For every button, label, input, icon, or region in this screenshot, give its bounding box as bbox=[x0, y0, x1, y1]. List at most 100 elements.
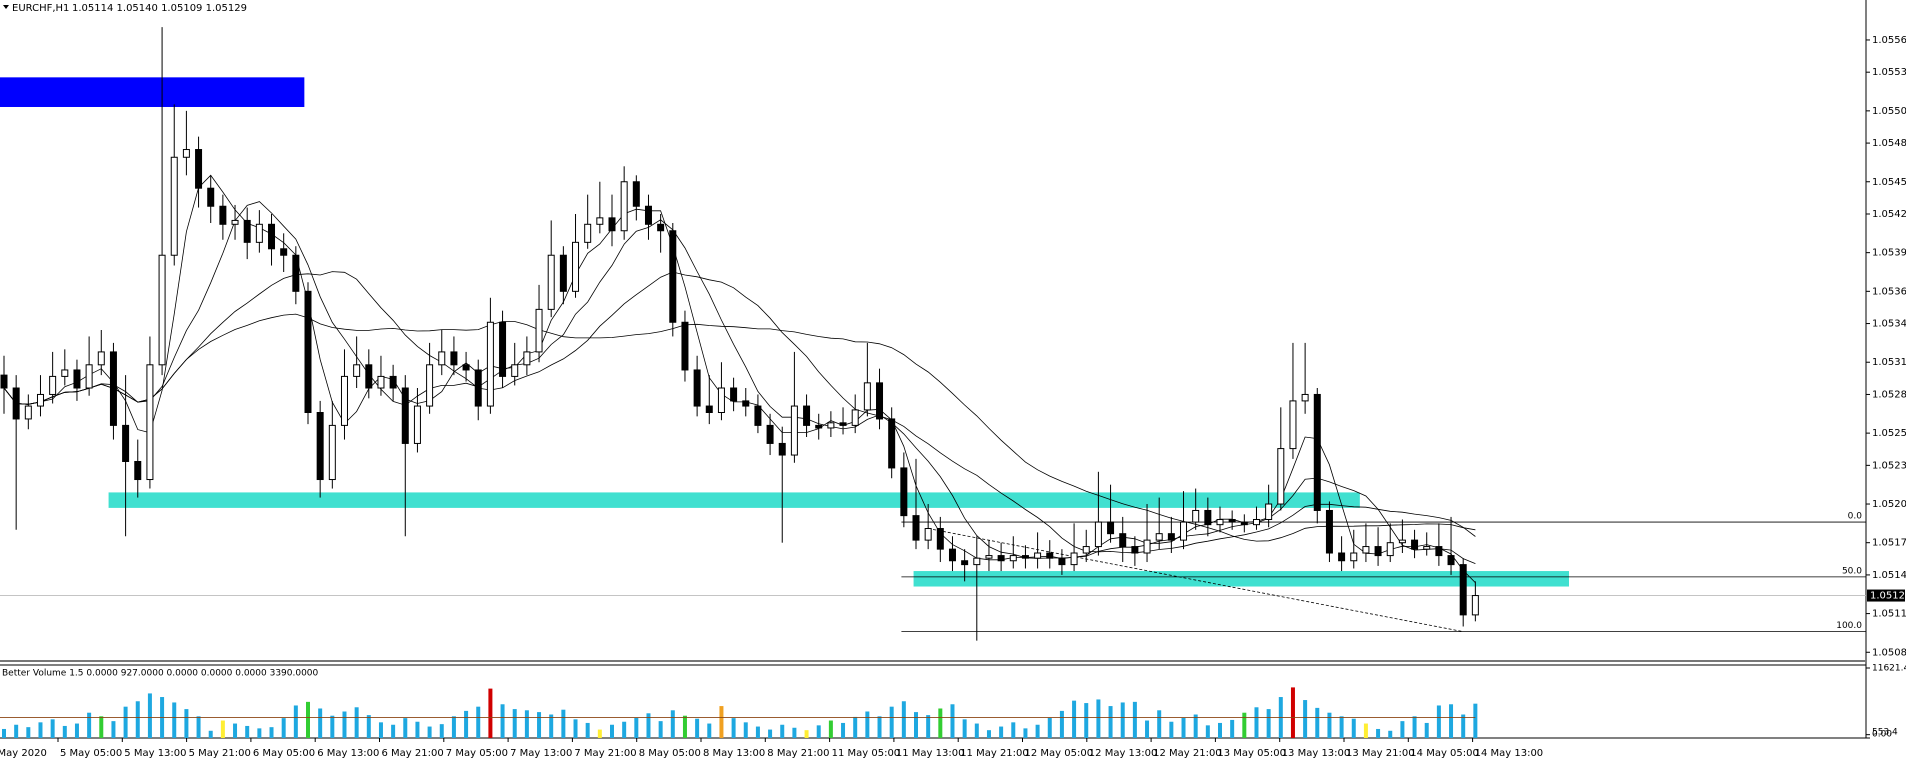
volume-bar bbox=[1072, 700, 1077, 738]
candle-body bbox=[1058, 557, 1066, 566]
candle-body bbox=[900, 467, 908, 517]
candle-body bbox=[973, 557, 981, 566]
candle-body bbox=[255, 223, 263, 243]
volume-bar bbox=[38, 722, 43, 738]
price-label: 1.05395 bbox=[1872, 248, 1906, 259]
collapse-arrow[interactable] bbox=[3, 5, 9, 9]
volume-bar bbox=[743, 722, 748, 738]
volume-bar bbox=[208, 730, 213, 738]
volume-bar bbox=[524, 710, 529, 738]
candle-body bbox=[523, 351, 531, 366]
volume-bar bbox=[488, 688, 493, 738]
volume-bar bbox=[220, 720, 225, 738]
candle-body bbox=[353, 364, 361, 377]
candle-body bbox=[450, 351, 458, 366]
candle-body bbox=[1277, 448, 1285, 505]
fib-label: 100.0 bbox=[1836, 621, 1862, 631]
candle-body bbox=[912, 515, 920, 541]
time-label: 7 May 21:00 bbox=[574, 748, 636, 759]
time-label: 6 May 21:00 bbox=[382, 748, 444, 759]
volume-bar bbox=[378, 722, 383, 738]
candle-body bbox=[1362, 546, 1370, 554]
candle-body bbox=[1265, 503, 1273, 520]
volume-bar bbox=[755, 726, 760, 738]
volume-bar bbox=[974, 723, 979, 738]
candle-body bbox=[158, 254, 166, 366]
candle-body bbox=[134, 460, 142, 481]
price-label: 1.05085 bbox=[1872, 647, 1906, 658]
candle-body bbox=[705, 405, 713, 413]
volume-bar bbox=[731, 718, 736, 738]
volume-bar bbox=[1035, 724, 1040, 738]
volume-bar bbox=[476, 706, 481, 738]
price-label: 1.05255 bbox=[1872, 428, 1906, 439]
price-label: 1.05340 bbox=[1872, 319, 1906, 330]
moving-average bbox=[3, 201, 1476, 564]
candle-body bbox=[693, 369, 701, 407]
candle-body bbox=[1459, 564, 1467, 616]
volume-bar bbox=[877, 716, 882, 738]
volume-bar bbox=[451, 716, 456, 738]
volume-bar bbox=[658, 721, 663, 738]
volume-bar bbox=[537, 712, 542, 738]
volume-bar bbox=[1230, 719, 1235, 738]
candle-body bbox=[1289, 400, 1297, 450]
candle-body bbox=[85, 364, 93, 389]
volume-bar bbox=[695, 718, 700, 738]
candle-body bbox=[1325, 509, 1333, 554]
time-label: 7 May 05:00 bbox=[446, 748, 508, 759]
time-label: 13 May 13:00 bbox=[1282, 748, 1351, 759]
current-price-label: 1.05129 bbox=[1870, 591, 1906, 602]
volume-bar bbox=[768, 729, 773, 738]
time-label: 5 May 05:00 bbox=[60, 748, 122, 759]
candle-body bbox=[1094, 521, 1102, 548]
candle-body bbox=[12, 387, 20, 420]
candle-body bbox=[1471, 595, 1479, 616]
time-label: 12 May 05:00 bbox=[1025, 748, 1094, 759]
volume-bar bbox=[622, 721, 627, 738]
volume-bar bbox=[1218, 722, 1222, 738]
candle-body bbox=[292, 254, 300, 292]
price-label: 1.05230 bbox=[1872, 460, 1906, 471]
time-label: 8 May 13:00 bbox=[703, 748, 765, 759]
candle-body bbox=[559, 254, 567, 292]
volume-bar bbox=[1266, 709, 1271, 738]
candle-body bbox=[1240, 521, 1248, 526]
candle-body bbox=[1155, 533, 1163, 541]
price-label: 1.05505 bbox=[1872, 106, 1906, 117]
candle-body bbox=[1009, 555, 1017, 562]
candle-body bbox=[49, 375, 57, 395]
volume-bar bbox=[233, 723, 238, 738]
candle-body bbox=[316, 412, 324, 481]
candle-body bbox=[754, 405, 762, 426]
volume-bar bbox=[1132, 701, 1137, 738]
candle-body bbox=[1107, 521, 1115, 535]
time-label: 4 May 2020 bbox=[0, 748, 47, 759]
candle-body bbox=[778, 442, 786, 456]
price-label: 1.05450 bbox=[1872, 177, 1906, 188]
candle-body bbox=[851, 409, 859, 426]
volume-bar bbox=[804, 730, 809, 738]
volume-bar bbox=[1363, 723, 1368, 738]
candle-body bbox=[961, 560, 969, 566]
candle-body bbox=[888, 418, 896, 469]
volume-bar bbox=[342, 711, 347, 738]
volume-bar bbox=[634, 717, 639, 738]
candle-body bbox=[243, 219, 251, 243]
volume-bar bbox=[281, 718, 286, 738]
volume-bar bbox=[792, 727, 797, 738]
volume-bar bbox=[415, 721, 420, 738]
volume-bar bbox=[1157, 710, 1162, 738]
candle-body bbox=[1398, 539, 1406, 544]
candle-body bbox=[474, 369, 482, 407]
volume-bar bbox=[1473, 703, 1478, 738]
volume-bar bbox=[293, 705, 298, 738]
volume-bar bbox=[1424, 722, 1429, 738]
volume-bar bbox=[841, 722, 846, 738]
volume-bar bbox=[962, 719, 967, 738]
price-label: 1.05200 bbox=[1872, 499, 1906, 510]
price-label: 1.05115 bbox=[1872, 609, 1906, 620]
candle-body bbox=[268, 223, 276, 250]
time-label: 11 May 21:00 bbox=[960, 748, 1029, 759]
